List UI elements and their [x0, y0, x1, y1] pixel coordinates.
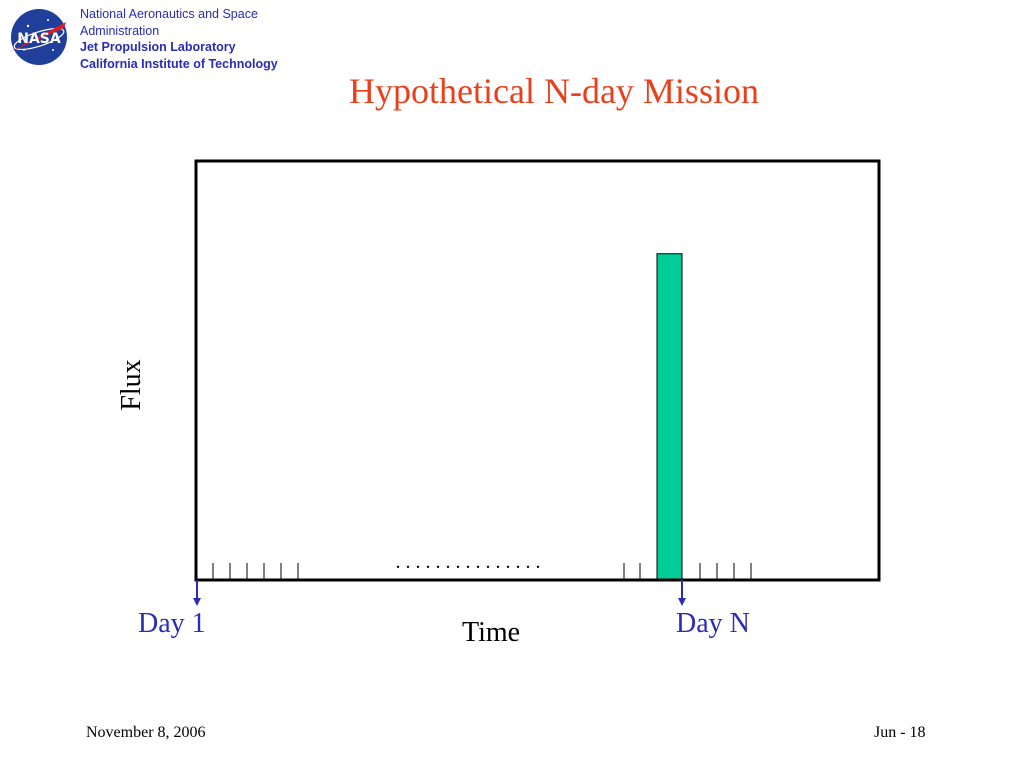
day-n-label: Day N: [676, 608, 750, 639]
org-line-jpl: Jet Propulsion Laboratory: [80, 40, 236, 54]
nasa-logo: NASA: [10, 9, 67, 65]
footer-date: November 8, 2006: [86, 724, 206, 741]
time-ellipsis: . . . . . . . . . . . . . . .: [396, 551, 541, 573]
footer-page-number: Jun - 18: [874, 724, 926, 741]
time-ticks: [212, 563, 752, 579]
flux-bar: [656, 253, 683, 580]
org-line-caltech: California Institute of Technology: [80, 56, 278, 71]
x-axis-label: Time: [462, 617, 521, 648]
y-axis-label-text: Flux: [116, 359, 147, 411]
day-n-marker: [678, 580, 686, 606]
day-1-label: Day 1: [138, 608, 206, 639]
y-axis-label: Flux: [112, 355, 152, 415]
plot-frame: [194, 159, 881, 582]
org-line-administration: Administration: [80, 23, 160, 38]
svg-text:NASA: NASA: [17, 31, 61, 47]
slide-title: Hypothetical N-day Mission: [349, 71, 759, 111]
org-line-nasa: National Aeronautics and Space: [80, 7, 258, 21]
organization-block: National Aeronautics and Space Administr…: [80, 6, 278, 72]
day-1-marker: [193, 580, 201, 606]
